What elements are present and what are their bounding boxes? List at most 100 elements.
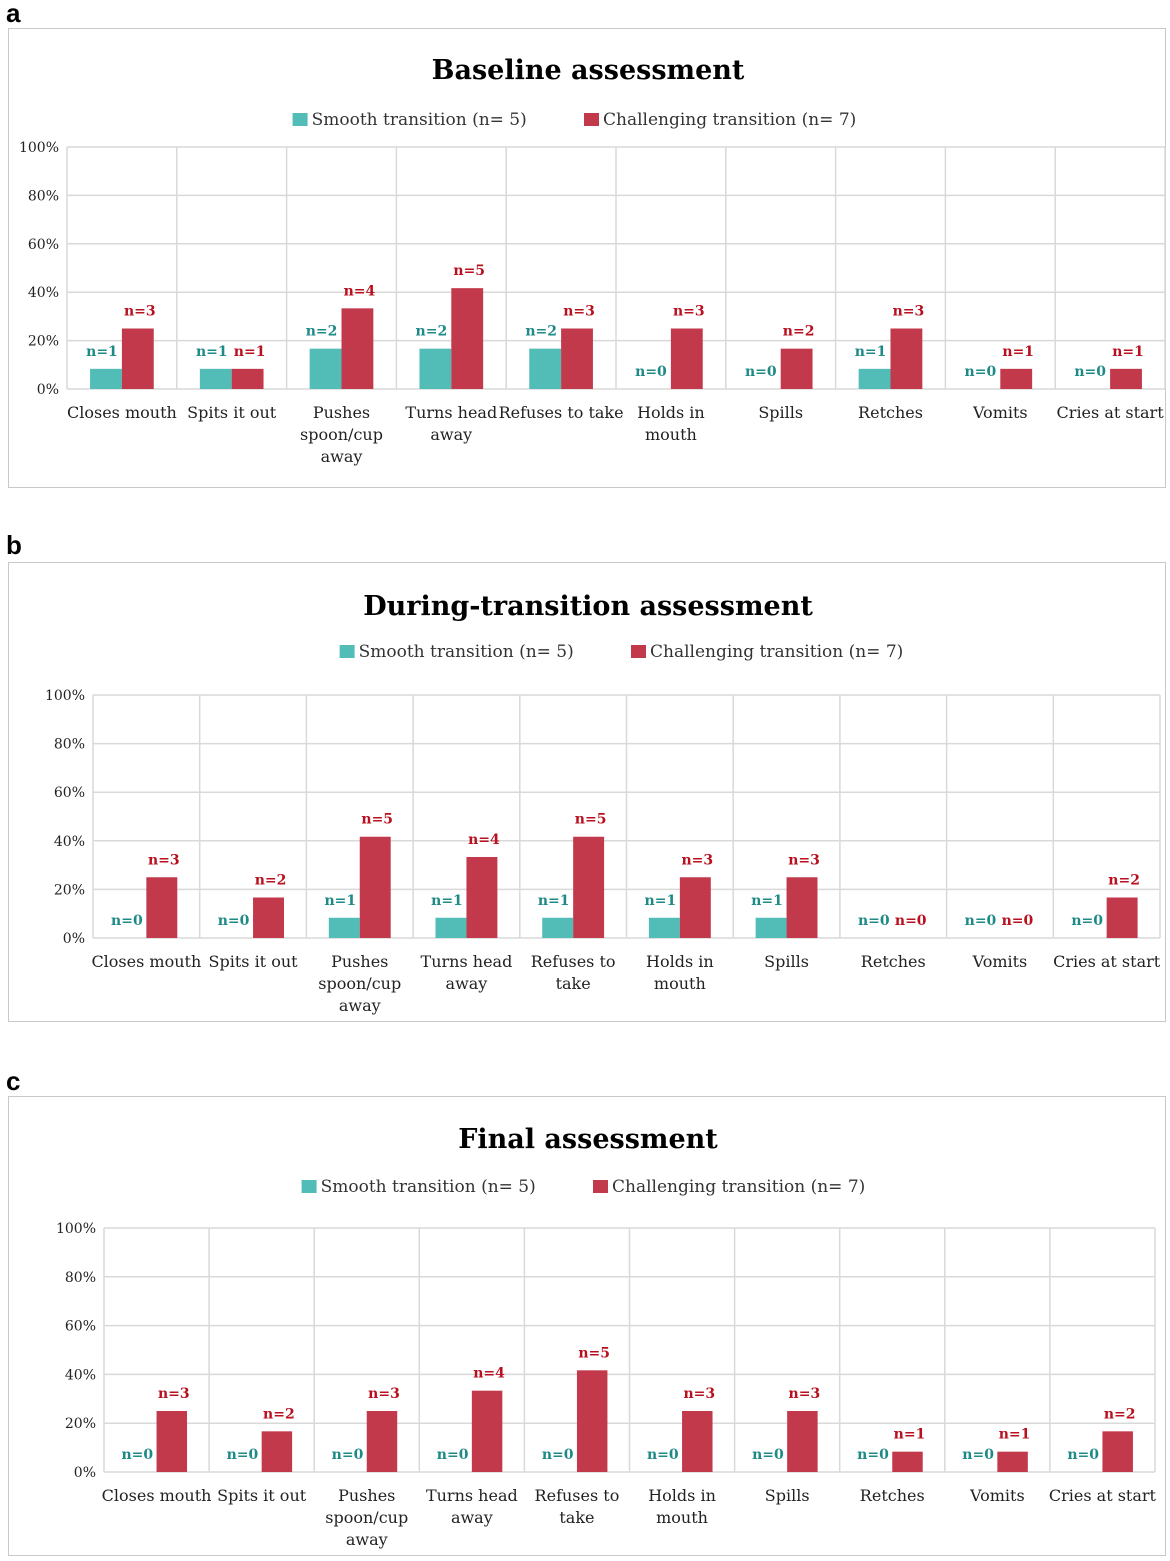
x-tick-label: Refuses to take (531, 952, 616, 993)
bar-challenging (890, 328, 923, 389)
bar-challenging (121, 328, 154, 389)
data-label-smooth: n=1 (86, 344, 118, 360)
bar-challenging (341, 308, 374, 389)
legend: Smooth transition (n= 5) Challenging tran… (339, 642, 903, 662)
y-tick-label: 80% (28, 188, 59, 204)
bar-challenging (780, 348, 813, 389)
data-label-challenging: n=3 (124, 304, 156, 320)
data-label-challenging: n=1 (999, 1427, 1031, 1443)
data-label-smooth: n=0 (111, 913, 143, 929)
bar-challenging (670, 328, 703, 389)
bar-smooth (435, 917, 467, 938)
x-tick-label: Turns head away (405, 403, 497, 444)
data-label-challenging: n=5 (361, 812, 393, 828)
bar-smooth (858, 368, 891, 389)
y-tick-label: 20% (54, 882, 85, 898)
data-label-challenging: n=2 (1104, 1406, 1136, 1422)
data-label-challenging: n=3 (683, 1386, 715, 1402)
x-tick-label: Spills (765, 1486, 810, 1505)
data-label-smooth: n=1 (645, 893, 677, 909)
x-tick-label: Spits it out (209, 952, 299, 971)
data-label-smooth: n=2 (416, 324, 448, 340)
x-tick-label: Pushes spoon/cup away (325, 1486, 408, 1549)
x-tick-label: Spills (758, 403, 803, 422)
data-label-challenging: n=0 (895, 913, 927, 929)
chart-title: During-transition assessment (363, 591, 813, 622)
y-tick-label: 80% (54, 737, 85, 753)
chart-baseline: Baseline assessment Smooth transition (n=… (19, 55, 1166, 466)
data-label-smooth: n=1 (751, 893, 783, 909)
data-label-smooth: n=1 (538, 893, 570, 909)
data-label-challenging: n=2 (263, 1406, 295, 1422)
data-label-smooth: n=1 (324, 893, 356, 909)
data-label-challenging: n=3 (788, 852, 820, 868)
legend-swatch-smooth (339, 645, 355, 658)
bar-challenging (146, 877, 178, 938)
data-label-smooth: n=0 (121, 1447, 153, 1463)
chart-panel-a: Baseline assessment Smooth transition (n=… (8, 28, 1166, 488)
bar-smooth (419, 348, 452, 389)
bar-challenging (466, 857, 498, 938)
x-tick-label: Refuses to take (499, 403, 624, 422)
panel-label-b: b (6, 530, 22, 560)
data-label-challenging: n=1 (1112, 344, 1144, 360)
x-tick-label: Pushes spoon/cup away (300, 403, 383, 466)
data-label-smooth: n=0 (858, 913, 890, 929)
legend: Smooth transition (n= 5) Challenging tran… (301, 1177, 865, 1197)
bar-challenging (1102, 1431, 1133, 1472)
data-label-challenging: n=5 (578, 1345, 610, 1361)
data-label-smooth: n=0 (218, 913, 250, 929)
x-tick-label: Vomits (972, 403, 1028, 422)
data-label-challenging: n=4 (473, 1366, 505, 1382)
bar-challenging (997, 1451, 1028, 1472)
bar-smooth (529, 348, 562, 389)
x-tick-label: Turns head away (421, 952, 513, 993)
data-label-smooth: n=1 (431, 893, 463, 909)
data-label-smooth: n=0 (437, 1447, 469, 1463)
data-label-challenging: n=3 (673, 304, 705, 320)
chart-panel-b: During-transition assessment Smooth trans… (8, 562, 1166, 1022)
y-tick-label: 0% (63, 931, 85, 947)
x-tick-label: Retches (860, 1486, 925, 1505)
y-tick-label: 0% (37, 382, 59, 398)
y-tick-label: 20% (28, 334, 59, 350)
data-label-smooth: n=0 (635, 364, 667, 380)
chart-final: Final assessment Smooth transition (n= 5)… (56, 1124, 1157, 1549)
x-tick-label: Spits it out (217, 1486, 307, 1505)
bar-challenging (1110, 368, 1142, 389)
bar-smooth (199, 368, 232, 389)
chart-title: Final assessment (458, 1124, 718, 1155)
legend-swatch-challenging (593, 1180, 608, 1193)
bar-smooth (648, 917, 680, 938)
data-label-challenging: n=4 (344, 283, 376, 299)
y-tick-label: 80% (65, 1270, 96, 1286)
y-tick-label: 60% (54, 785, 85, 801)
bar-challenging (359, 836, 391, 938)
y-tick-label: 100% (56, 1221, 96, 1237)
bar-challenging (573, 836, 605, 938)
data-label-challenging: n=5 (453, 263, 485, 279)
bar-smooth (755, 917, 787, 938)
bar-challenging (231, 368, 264, 389)
bar-challenging (892, 1451, 923, 1472)
legend-label-smooth: Smooth transition (n= 5) (312, 110, 527, 130)
bar-challenging (156, 1411, 188, 1472)
data-label-challenging: n=1 (894, 1427, 926, 1443)
x-tick-label: Closes mouth (67, 403, 177, 422)
y-tick-label: 0% (74, 1465, 96, 1481)
legend-swatch-smooth (301, 1180, 317, 1193)
x-tick-label: Cries at start (1053, 952, 1161, 971)
data-label-smooth: n=0 (752, 1447, 784, 1463)
x-tick-label: Spills (764, 952, 809, 971)
data-label-smooth: n=0 (1071, 913, 1103, 929)
y-tick-label: 20% (65, 1416, 96, 1432)
data-label-challenging: n=3 (148, 852, 180, 868)
bar-challenging (1000, 368, 1033, 389)
panel-label-c: c (6, 1066, 21, 1096)
x-tick-label: Vomits (969, 1486, 1025, 1505)
bar-challenging (366, 1411, 398, 1472)
bar-challenging (787, 1411, 818, 1472)
data-label-smooth: n=0 (745, 364, 777, 380)
y-tick-label: 60% (65, 1319, 96, 1335)
x-tick-label: Retches (858, 403, 923, 422)
